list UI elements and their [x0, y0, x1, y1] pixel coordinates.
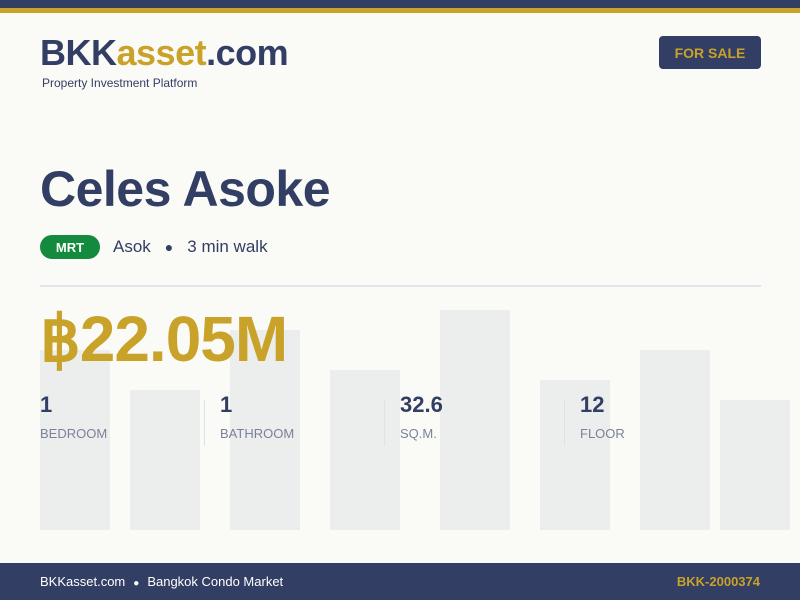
top-stripe-navy [0, 0, 800, 8]
logo[interactable]: BKKasset.com [40, 32, 289, 74]
decor-bar [40, 350, 110, 530]
price: ฿22.05M [40, 303, 288, 375]
bullet-separator: ● [164, 239, 174, 255]
stat-value: 12 [580, 392, 605, 417]
decor-bar [720, 400, 790, 530]
stat-floor: 12 FLOOR [580, 392, 625, 441]
decor-bar [640, 350, 710, 530]
stat-separator [564, 400, 565, 446]
stat-area: 32.6 SQ.M. [400, 392, 443, 441]
walk-time: 3 min walk [187, 237, 268, 256]
decor-bar [130, 390, 200, 530]
logo-primary: BKK [40, 32, 117, 73]
stat-separator [204, 400, 205, 446]
transit-badge: MRT [40, 235, 100, 259]
listing-id: BKK-2000374 [676, 574, 760, 589]
footer: BKKasset.com ● Bangkok Condo Market BKK-20… [0, 563, 800, 600]
stat-value: 32.6 [400, 392, 443, 417]
top-stripe-gold [0, 8, 800, 13]
stat-bedroom: 1 BEDROOM [40, 392, 107, 441]
stat-separator [384, 400, 385, 446]
bullet-separator: ● [133, 578, 140, 589]
stat-label: BEDROOM [40, 426, 108, 441]
divider [40, 285, 761, 287]
station-name: Asok [113, 237, 151, 256]
stat-value: 1 [220, 392, 233, 417]
stat-label: FLOOR [580, 426, 625, 441]
property-title: Celes Asoke [40, 161, 331, 217]
location-row: MRT Asok ● 3 min walk [40, 235, 268, 259]
stat-bathroom: 1 BATHROOM [220, 392, 294, 441]
status-badge: FOR SALE [659, 36, 761, 69]
stat-label: BATHROOM [220, 426, 295, 441]
decor-bar [230, 330, 300, 530]
decor-bar [540, 380, 610, 530]
decor-bar [440, 310, 510, 530]
stat-label: SQ.M. [400, 426, 437, 441]
footer-market: Bangkok Condo Market [147, 574, 284, 589]
stat-value: 1 [40, 392, 53, 417]
footer-site: BKKasset.com [40, 574, 126, 589]
logo-suffix: .com [206, 32, 289, 73]
decor-bar [330, 370, 400, 530]
tagline: Property Investment Platform [42, 76, 198, 90]
logo-accent: asset [116, 32, 207, 73]
